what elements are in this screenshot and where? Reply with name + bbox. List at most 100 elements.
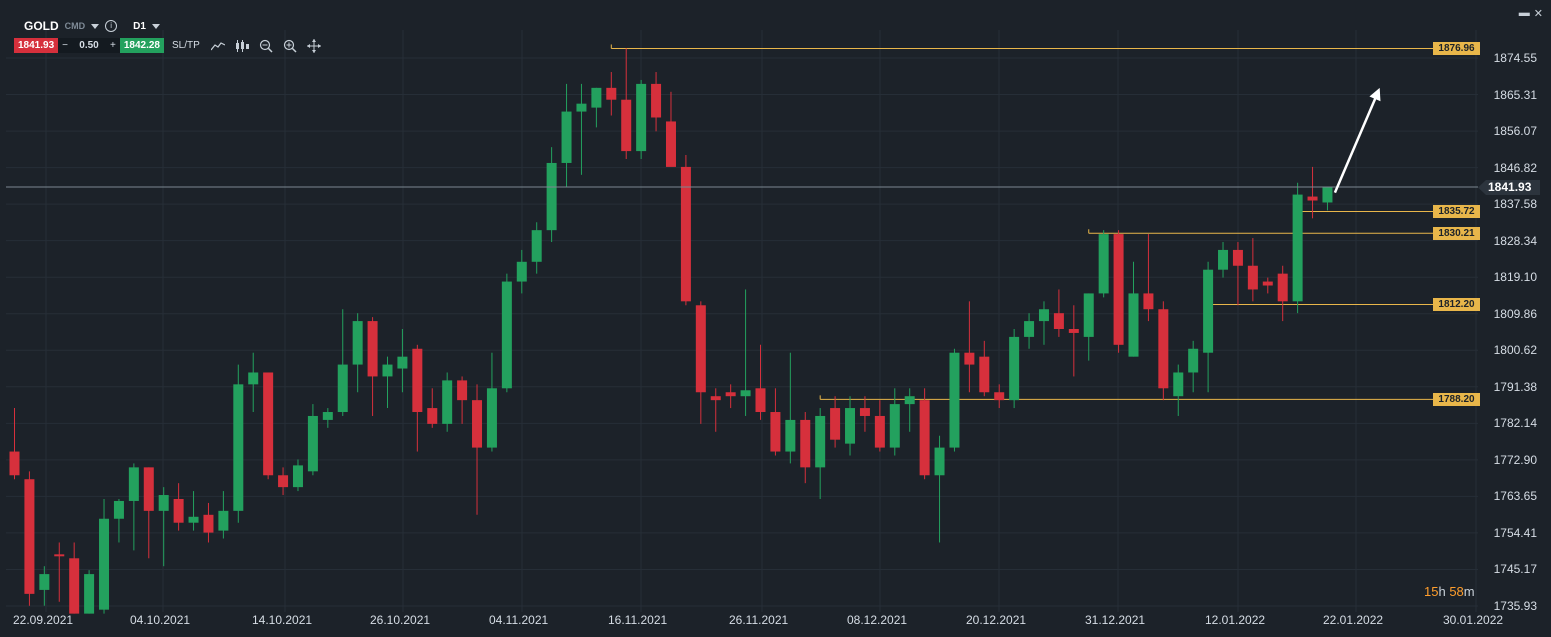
- timeframe-chevron-down-icon[interactable]: [151, 23, 160, 29]
- maximize-icon[interactable]: ▬: [1518, 7, 1530, 19]
- candle-body: [979, 356, 990, 393]
- candle-body: [457, 380, 468, 401]
- candle: [680, 155, 691, 306]
- candle: [770, 388, 781, 456]
- candle: [1173, 364, 1184, 416]
- candle: [1128, 261, 1139, 357]
- candle-body: [99, 518, 110, 610]
- date-tick: 31.12.2021: [1085, 613, 1146, 627]
- level-label[interactable]: 1812.20: [1433, 297, 1480, 311]
- candle: [1024, 313, 1035, 349]
- date-tick: 04.10.2021: [130, 613, 191, 627]
- price-tick: 1800.62: [1493, 343, 1537, 358]
- candle: [651, 72, 662, 132]
- candle-body: [949, 352, 960, 448]
- price-tick: 1782.14: [1493, 416, 1537, 431]
- candle: [69, 542, 80, 614]
- candle-body: [1232, 249, 1243, 266]
- candle-body: [143, 467, 154, 511]
- price-tick: 1846.82: [1493, 160, 1537, 175]
- candle-body: [501, 281, 512, 389]
- candles-icon[interactable]: [234, 39, 250, 53]
- candle: [39, 566, 50, 606]
- level-label[interactable]: 1876.96: [1433, 41, 1480, 55]
- candle: [695, 301, 706, 424]
- candle: [278, 467, 289, 496]
- candle-body: [173, 498, 184, 523]
- candle-body: [1128, 293, 1139, 357]
- candle-body: [1113, 234, 1124, 345]
- line-chart-icon[interactable]: [210, 39, 226, 53]
- candle-body: [1083, 293, 1094, 337]
- increase-button[interactable]: +: [110, 40, 116, 51]
- candle: [9, 408, 20, 480]
- candle-body: [337, 364, 348, 413]
- timeframe-selector[interactable]: D1: [133, 20, 146, 32]
- candle: [785, 352, 796, 464]
- candle: [1262, 277, 1273, 294]
- date-tick: 16.11.2021: [608, 613, 668, 627]
- candle-body: [128, 467, 139, 501]
- candle: [964, 301, 975, 393]
- candle: [233, 364, 244, 523]
- date-tick: 08.12.2021: [847, 613, 908, 627]
- date-tick: 12.01.2022: [1205, 613, 1266, 627]
- candle-body: [1009, 336, 1020, 401]
- window-controls: ▬ ✕: [1519, 7, 1543, 20]
- candle: [949, 348, 960, 452]
- level-label[interactable]: 1788.20: [1433, 392, 1480, 406]
- quantity-input[interactable]: 0.50: [79, 40, 99, 51]
- level-label[interactable]: 1830.21: [1433, 226, 1480, 240]
- arrow-head: [1369, 87, 1381, 102]
- candle: [561, 83, 572, 187]
- sell-button[interactable]: 1841.93: [14, 38, 59, 53]
- candle-body: [1024, 321, 1035, 337]
- candle-body: [830, 408, 841, 440]
- decrease-button[interactable]: −: [62, 40, 68, 51]
- candle: [1009, 328, 1020, 409]
- candle: [725, 384, 736, 409]
- candle-body: [278, 475, 289, 488]
- symbol-name[interactable]: GOLD: [24, 19, 59, 33]
- trend-arrow: [1333, 87, 1381, 194]
- timer-m-unit: m: [1463, 584, 1475, 599]
- candle-body: [39, 574, 50, 590]
- candle: [1113, 230, 1124, 353]
- candle-body: [1277, 273, 1288, 302]
- candle: [84, 570, 95, 614]
- price-tick: 1874.55: [1493, 51, 1537, 65]
- crosshair-icon[interactable]: [306, 38, 322, 53]
- candle: [874, 400, 885, 452]
- zoom-in-icon[interactable]: [282, 39, 298, 53]
- info-icon[interactable]: i: [105, 20, 118, 32]
- candle-body: [352, 321, 363, 365]
- price-tick: 1735.93: [1493, 599, 1537, 613]
- candle: [1083, 293, 1094, 361]
- price-tick: 1763.65: [1493, 489, 1537, 504]
- candle-body: [710, 396, 721, 401]
- candle-timer: 15h 58m: [1424, 584, 1475, 599]
- candle-body: [442, 380, 453, 424]
- candle-body: [1247, 265, 1258, 290]
- candle-body: [561, 111, 572, 163]
- candle-body: [248, 372, 259, 385]
- candle-body: [1038, 309, 1049, 322]
- close-icon[interactable]: ✕: [1533, 8, 1543, 20]
- candle: [1247, 238, 1258, 302]
- candle-body: [113, 500, 124, 519]
- candle: [904, 388, 915, 432]
- candle: [188, 491, 199, 531]
- sltp-button[interactable]: SL/TP: [172, 40, 200, 51]
- candle: [1218, 242, 1229, 278]
- chevron-down-icon[interactable]: [91, 23, 100, 29]
- candle: [636, 79, 647, 160]
- candle: [591, 87, 602, 128]
- buy-button[interactable]: 1842.28: [119, 38, 164, 53]
- candle-body: [546, 162, 557, 231]
- candle: [24, 471, 35, 606]
- level-label[interactable]: 1835.72: [1433, 205, 1480, 218]
- candle-body: [1262, 281, 1273, 286]
- zoom-out-icon[interactable]: [258, 39, 274, 53]
- candle-body: [531, 230, 542, 262]
